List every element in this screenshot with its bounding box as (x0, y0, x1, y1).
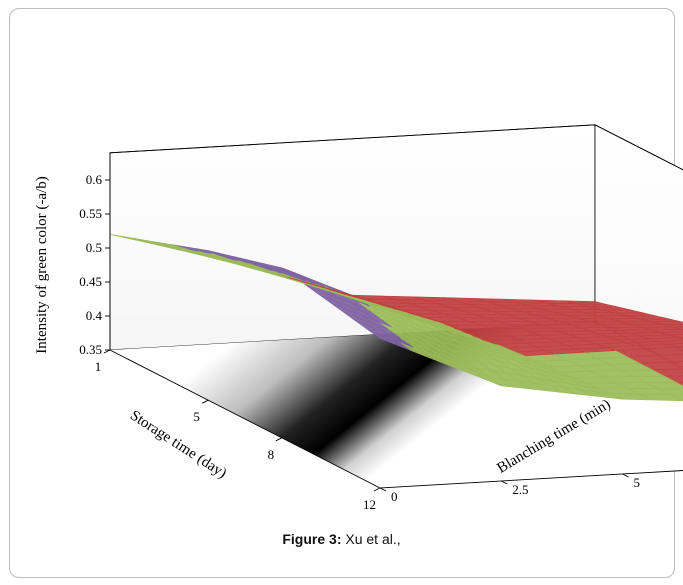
y-tick-label: 2.5 (512, 482, 528, 497)
axis-edge (109, 349, 381, 489)
z-tick-label: 0.6 (86, 172, 103, 187)
caption-label: Figure 3: (282, 531, 342, 547)
surface (109, 234, 683, 402)
z-tick-label: 0.4 (86, 308, 103, 323)
y-tick-mark (501, 480, 508, 485)
x-axis-label: Storage time (day) (127, 408, 229, 482)
y-tick-label: 0 (391, 489, 398, 504)
y-tick-mark (622, 473, 629, 478)
x-tick-mark (275, 437, 283, 442)
axis-edge (109, 124, 596, 154)
x-tick-mark (103, 349, 111, 354)
x-tick-mark (201, 399, 209, 404)
z-axis-label: Intensity of green color (-a/b) (34, 176, 50, 353)
z-tick-label: 0.55 (79, 206, 102, 221)
x-tick-label: 8 (268, 447, 275, 462)
surface-facet (109, 234, 138, 241)
x-tick-label: 5 (193, 409, 200, 424)
axis-edge (594, 124, 683, 171)
x-tick-mark (373, 487, 381, 492)
z-tick-label: 0.35 (79, 342, 102, 357)
z-tick-label: 0.45 (79, 274, 102, 289)
x-tick-label: 1 (95, 359, 102, 374)
caption-text: Xu et al., (341, 531, 401, 547)
x-tick-label: 12 (363, 497, 376, 512)
figure-caption: Figure 3: Xu et al., (0, 531, 683, 547)
y-tick-mark (379, 487, 387, 492)
z-tick-label: 0.5 (86, 240, 102, 255)
y-tick-label: 5 (634, 475, 641, 490)
